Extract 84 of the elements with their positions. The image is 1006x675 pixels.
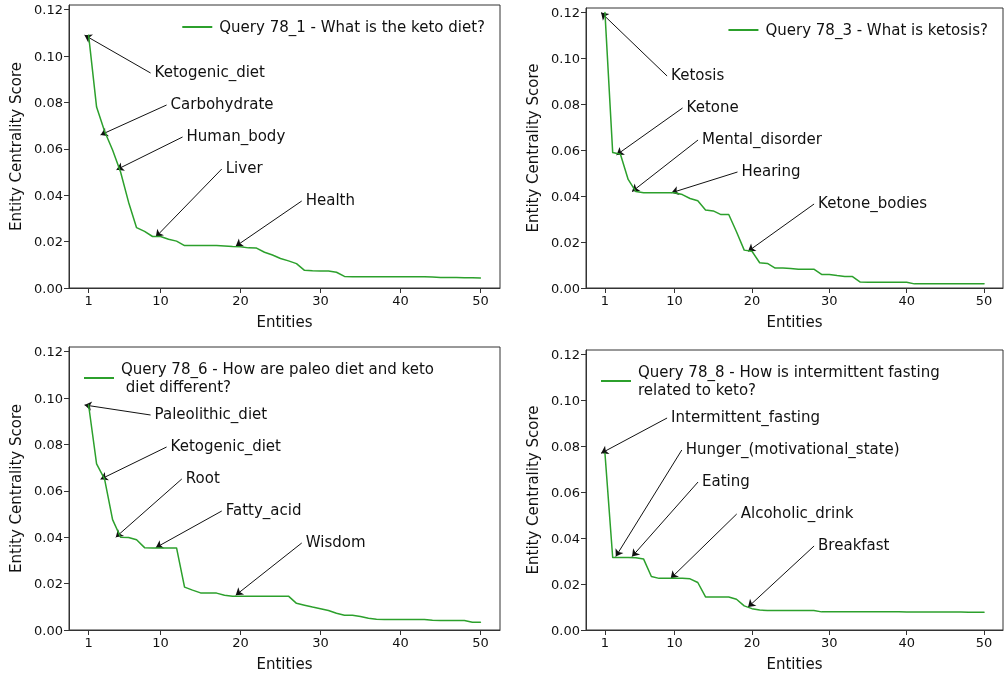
y-axis-title: Entity Centrality Score	[6, 62, 25, 231]
legend-label: Query 78_3 - What is ketosis?	[765, 21, 988, 40]
y-tick-label: 0.12	[551, 347, 580, 363]
legend-label: Query 78_6 - How are paleo diet and keto diet different?	[121, 360, 435, 396]
x-tick-label: 1	[600, 293, 610, 308]
x-tick-label: 50	[975, 635, 993, 650]
y-tick-label: 0.10	[34, 48, 63, 64]
y-axis-title: Entity Centrality Score	[6, 404, 25, 573]
y-axis-title: Entity Centrality Score	[523, 63, 542, 233]
y-tick-label: 0.08	[34, 436, 63, 452]
annotation: Health	[305, 190, 355, 209]
y-tick-label: 0.08	[34, 94, 63, 110]
x-tick-label: 20	[232, 293, 249, 308]
y-tick-label: 0.10	[34, 390, 63, 406]
y-tick-label: 0.10	[551, 50, 580, 66]
annotation: Alcoholic_drink	[740, 503, 854, 523]
annotation: Human_body	[186, 126, 286, 146]
y-tick-label: 0.04	[34, 529, 63, 545]
y-tick-label: 0.12	[34, 2, 63, 18]
annotation: Hunger_(motivational_state)	[685, 439, 900, 459]
y-tick-label: 0.06	[551, 484, 580, 500]
x-tick-label: 10	[666, 635, 683, 650]
annotation: Breakfast	[818, 535, 890, 554]
x-tick-label: 40	[898, 635, 915, 650]
x-tick-label: 30	[312, 293, 329, 308]
y-tick-label: 0.06	[34, 483, 63, 499]
annotation: Paleolithic_diet	[154, 404, 268, 424]
legend-label: Query 78_1 - What is the keto diet?	[219, 18, 485, 37]
annotation: Ketogenic_diet	[154, 62, 266, 82]
annotation: Intermittent_fasting	[671, 407, 821, 427]
y-tick-label: 0.02	[34, 234, 63, 250]
y-tick-label: 0.12	[551, 5, 580, 21]
x-tick-label: 40	[392, 635, 409, 650]
x-tick-label: 30	[312, 635, 329, 650]
annotation: Ketone	[686, 97, 739, 116]
y-tick-label: 0.08	[551, 96, 580, 112]
x-axis-title: Entities	[766, 654, 823, 673]
y-tick-label: 0.00	[551, 622, 580, 638]
x-tick-label: 50	[975, 293, 993, 308]
x-tick-label: 20	[743, 635, 761, 650]
y-tick-label: 0.06	[34, 141, 63, 157]
annotation: Wisdom	[305, 532, 366, 551]
x-tick-label: 1	[84, 635, 93, 650]
annotation: Hearing	[741, 161, 801, 180]
annotation: Ketogenic_diet	[170, 436, 282, 456]
legend-label: Query 78_8 - How is intermittent fasting related to keto?	[638, 363, 945, 399]
annotation: Fatty_acid	[225, 500, 302, 520]
y-tick-label: 0.10	[551, 392, 580, 408]
x-tick-label: 40	[898, 293, 915, 308]
y-tick-label: 0.02	[551, 576, 580, 592]
y-tick-label: 0.12	[34, 344, 63, 360]
x-tick-label: 50	[472, 635, 489, 650]
y-axis-title: Entity Centrality Score	[523, 405, 542, 575]
x-tick-label: 40	[392, 293, 409, 308]
y-tick-label: 0.00	[34, 622, 63, 638]
annotation: Root	[185, 468, 220, 487]
y-tick-label: 0.08	[551, 438, 580, 454]
annotation: Eating	[702, 471, 750, 490]
x-tick-label: 20	[232, 635, 249, 650]
annotation: Ketosis	[671, 65, 725, 84]
annotation: Carbohydrate	[170, 94, 274, 113]
x-tick-label: 10	[152, 635, 169, 650]
x-tick-label: 30	[821, 635, 838, 650]
x-tick-label: 10	[666, 293, 683, 308]
y-tick-label: 0.00	[34, 280, 63, 296]
x-tick-label: 1	[600, 635, 610, 650]
y-tick-label: 0.02	[551, 234, 580, 250]
x-axis-title: Entities	[256, 312, 313, 331]
x-tick-label: 20	[743, 293, 761, 308]
y-tick-label: 0.00	[551, 280, 580, 296]
y-tick-label: 0.06	[551, 142, 580, 158]
x-tick-label: 10	[152, 293, 169, 308]
y-tick-label: 0.04	[551, 188, 580, 204]
y-tick-label: 0.04	[34, 187, 63, 203]
annotation: Ketone_bodies	[818, 193, 928, 213]
x-axis-title: Entities	[256, 654, 313, 673]
x-tick-label: 30	[821, 293, 838, 308]
y-tick-label: 0.02	[34, 576, 63, 592]
x-tick-label: 50	[472, 293, 489, 308]
annotation: Liver	[225, 158, 264, 177]
annotation: Mental_disorder	[702, 129, 823, 149]
x-axis-title: Entities	[766, 312, 823, 331]
x-tick-label: 1	[84, 293, 93, 308]
y-tick-label: 0.04	[551, 530, 580, 546]
